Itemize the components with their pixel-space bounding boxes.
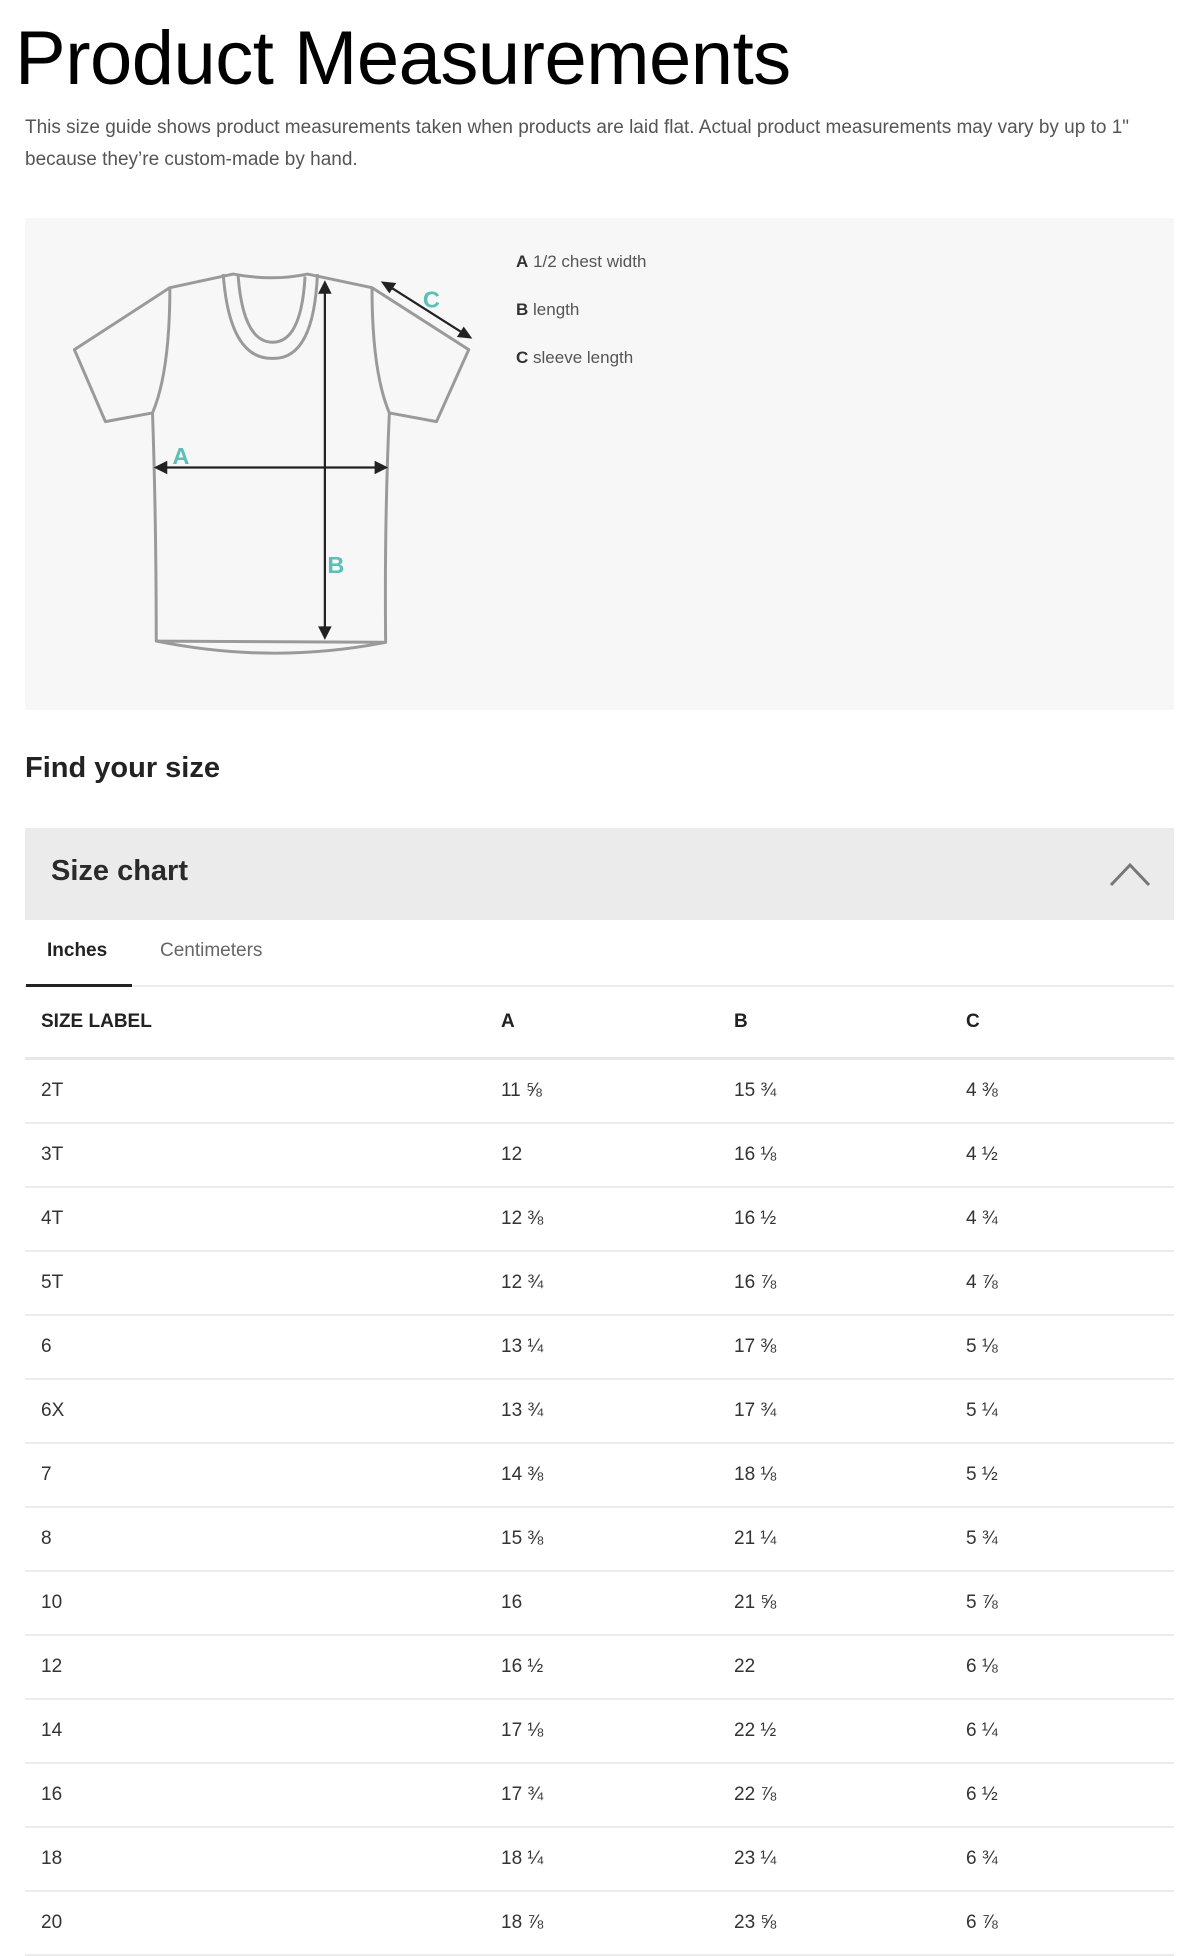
cell-a: 17 ¾ [501, 1763, 734, 1828]
cell-b: 16 ⅛ [734, 1123, 966, 1188]
cell-c: 5 ¼ [966, 1379, 1174, 1444]
size-guide-description: This size guide shows product measuremen… [25, 117, 1130, 170]
cell-size-label: 10 [25, 1571, 501, 1636]
cell-a: 18 ⅞ [501, 1891, 734, 1956]
cell-size-label: 16 [25, 1763, 501, 1828]
cell-a: 15 ⅜ [501, 1507, 734, 1572]
cell-size-label: 2T [25, 1058, 501, 1124]
cell-b: 17 ⅜ [734, 1315, 966, 1380]
cell-b: 16 ⅞ [734, 1251, 966, 1316]
column-header-size-label: SIZE LABEL [25, 987, 501, 1060]
cell-c: 4 ⅞ [966, 1251, 1174, 1316]
column-header-b: B [734, 987, 966, 1060]
cell-size-label: 5T [25, 1251, 501, 1316]
find-your-size-heading: Find your size [25, 752, 220, 784]
chevron-up-icon[interactable] [1108, 860, 1152, 888]
active-tab-indicator [26, 984, 132, 987]
cell-a: 16 ½ [501, 1635, 734, 1700]
cell-size-label: 6X [25, 1379, 501, 1444]
size-chart-title: Size chart [51, 855, 188, 887]
cell-c: 5 ⅛ [966, 1315, 1174, 1380]
page-title: Product Measurements [15, 16, 791, 101]
cell-a: 13 ¼ [501, 1315, 734, 1380]
measurement-diagram-panel: A B C A 1/2 chest width B length C sleev… [25, 218, 1174, 710]
cell-a: 13 ¾ [501, 1379, 734, 1444]
cell-c: 6 ½ [966, 1763, 1174, 1828]
cell-b: 15 ¾ [734, 1058, 966, 1124]
cell-size-label: 3T [25, 1123, 501, 1188]
cell-c: 6 ¾ [966, 1827, 1174, 1892]
cell-a: 16 [501, 1571, 734, 1636]
tab-centimeters[interactable]: Centimeters [160, 940, 263, 961]
cell-size-label: 8 [25, 1507, 501, 1572]
cell-a: 12 [501, 1123, 734, 1188]
cell-size-label: 6 [25, 1315, 501, 1380]
cell-c: 5 ⅞ [966, 1571, 1174, 1636]
size-chart-accordion-header[interactable]: Size chart [25, 828, 1174, 920]
cell-c: 5 ½ [966, 1443, 1174, 1508]
cell-b: 21 ¼ [734, 1507, 966, 1572]
cell-c: 5 ¾ [966, 1507, 1174, 1572]
cell-c: 6 ⅛ [966, 1635, 1174, 1700]
cell-c: 6 ⅞ [966, 1891, 1174, 1956]
table-header-row: SIZE LABEL A B C [25, 987, 1174, 1060]
tab-inches[interactable]: Inches [47, 940, 108, 961]
cell-b: 22 ⅞ [734, 1763, 966, 1828]
cell-c: 4 ⅜ [966, 1058, 1174, 1124]
cell-a: 12 ⅜ [501, 1187, 734, 1252]
cell-size-label: 12 [25, 1635, 501, 1700]
cell-size-label: 7 [25, 1443, 501, 1508]
legend-item-c: C sleeve length [516, 348, 634, 367]
cell-c: 4 ¾ [966, 1187, 1174, 1252]
cell-b: 23 ¼ [734, 1827, 966, 1892]
cell-b: 22 ½ [734, 1699, 966, 1764]
cell-c: 4 ½ [966, 1123, 1174, 1188]
cell-size-label: 4T [25, 1187, 501, 1252]
cell-b: 23 ⅝ [734, 1891, 966, 1956]
cell-b: 17 ¾ [734, 1379, 966, 1444]
cell-b: 22 [734, 1635, 966, 1700]
cell-a: 11 ⅝ [501, 1058, 734, 1124]
unit-tabs: Inches Centimeters [25, 920, 1174, 987]
cell-b: 18 ⅛ [734, 1443, 966, 1508]
legend-item-b: B length [516, 300, 580, 319]
cell-b: 16 ½ [734, 1187, 966, 1252]
cell-a: 14 ⅜ [501, 1443, 734, 1508]
column-header-c: C [966, 987, 1174, 1060]
cell-a: 17 ⅛ [501, 1699, 734, 1764]
cell-a: 18 ¼ [501, 1827, 734, 1892]
legend-item-a: A 1/2 chest width [516, 252, 647, 271]
t-shirt-measurement-diagram-icon: A B C [72, 272, 473, 655]
table-row: 12 16 ½ 22 6 ⅛ [25, 1635, 1174, 1700]
diagram-label-a: A [172, 443, 189, 469]
cell-c: 6 ¼ [966, 1699, 1174, 1764]
diagram-label-b: B [327, 552, 344, 578]
measurement-legend: A 1/2 chest width B length C sleeve leng… [516, 252, 646, 396]
cell-b: 21 ⅝ [734, 1571, 966, 1636]
cell-a: 12 ¾ [501, 1251, 734, 1316]
cell-size-label: 18 [25, 1827, 501, 1892]
diagram-label-c: C [423, 287, 440, 313]
cell-size-label: 20 [25, 1891, 501, 1956]
cell-size-label: 14 [25, 1699, 501, 1764]
column-header-a: A [501, 987, 734, 1060]
